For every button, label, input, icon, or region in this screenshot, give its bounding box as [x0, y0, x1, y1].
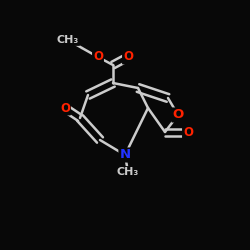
Text: CH₃: CH₃: [117, 167, 139, 177]
Text: O: O: [60, 102, 70, 114]
Text: O: O: [183, 126, 193, 138]
Text: N: N: [120, 148, 130, 162]
Text: O: O: [93, 50, 103, 64]
Text: CH₃: CH₃: [57, 35, 79, 45]
Text: O: O: [172, 108, 184, 122]
Text: O: O: [123, 50, 133, 64]
